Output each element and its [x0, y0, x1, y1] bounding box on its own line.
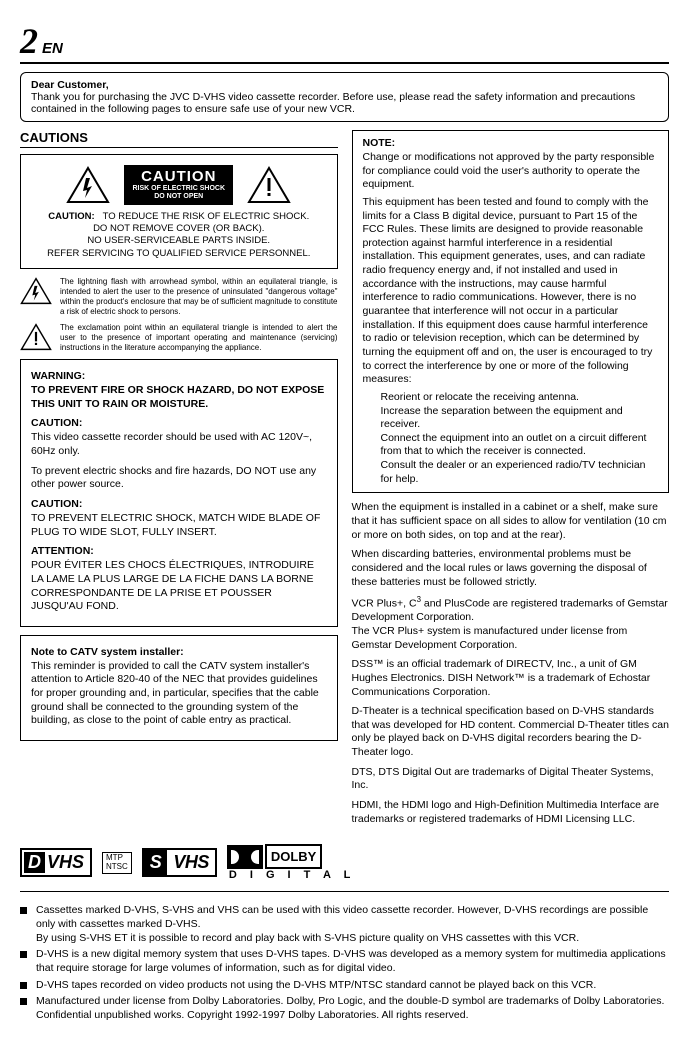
- note-p2: This equipment has been tested and found…: [363, 196, 659, 387]
- dear-body: Thank you for purchasing the JVC D-VHS v…: [31, 91, 635, 115]
- dolby-top: DOLBY: [227, 844, 356, 869]
- right-p4: DSS™ is an official trademark of DIRECTV…: [352, 658, 670, 699]
- catv-box: Note to CATV system installer: This remi…: [20, 635, 338, 741]
- left-column: CAUTIONS CAUTION RISK OF ELECTRIC SHOCK …: [20, 130, 338, 832]
- bullet-2: D-VHS is a new digital memory system tha…: [20, 948, 669, 975]
- caution-label: CAUTION:: [48, 211, 94, 222]
- note-box: NOTE: Change or modifications not approv…: [352, 130, 670, 493]
- warn-h2: CAUTION:: [31, 417, 327, 429]
- dvhs-d: D: [24, 852, 45, 873]
- bullet-4: Manufactured under license from Dolby La…: [20, 995, 669, 1022]
- bolt-text: The lightning flash with arrowhead symbo…: [60, 277, 338, 317]
- warn-h3: CAUTION:: [31, 498, 327, 510]
- note-m1: Reorient or relocate the receiving anten…: [381, 391, 659, 405]
- dear-title: Dear Customer,: [31, 79, 109, 91]
- svhs-s: S: [144, 850, 168, 875]
- right-p5: D-Theater is a technical specification b…: [352, 705, 670, 760]
- exclamation-triangle-icon: [20, 323, 52, 351]
- dolby-logo: DOLBY D I G I T A L: [227, 844, 356, 881]
- mtp-ntsc-logo: MTPNTSC: [102, 852, 132, 874]
- caution-l2: DO NOT REMOVE COVER (OR BACK).: [93, 223, 264, 234]
- right-p7: HDMI, the HDMI logo and High-Definition …: [352, 799, 670, 826]
- right-p2: When discarding batteries, environmental…: [352, 548, 670, 589]
- note-p1: Change or modifications not approved by …: [363, 151, 659, 192]
- double-d-icon: [227, 845, 263, 869]
- warn-p2a: This video cassette recorder should be u…: [31, 431, 327, 458]
- warn-p2b: To prevent electric shocks and fire haza…: [31, 465, 327, 492]
- caution-main-box: CAUTION RISK OF ELECTRIC SHOCK DO NOT OP…: [20, 154, 338, 269]
- dolby-digital-text: D I G I T A L: [229, 869, 356, 881]
- page-number: 2: [20, 20, 38, 62]
- bullet-1: Cassettes marked D-VHS, S-VHS and VHS ca…: [20, 904, 669, 945]
- note-h: NOTE:: [363, 137, 659, 149]
- cautions-heading: CAUTIONS: [20, 130, 338, 148]
- caution-l4: REFER SERVICING TO QUALIFIED SERVICE PER…: [47, 248, 310, 259]
- note-measures: Reorient or relocate the receiving anten…: [381, 391, 659, 486]
- warn-p4: POUR ÉVITER LES CHOCS ÉLECTRIQUES, INTRO…: [31, 559, 327, 614]
- warning-box: WARNING: TO PREVENT FIRE OR SHOCK HAZARD…: [20, 359, 338, 627]
- excl-text: The exclamation point within an equilate…: [60, 323, 338, 353]
- right-p1: When the equipment is installed in a cab…: [352, 501, 670, 542]
- catv-h: Note to CATV system installer:: [31, 646, 327, 658]
- svhs-vhs: VHS: [167, 850, 215, 875]
- warn-p3: TO PREVENT ELECTRIC SHOCK, MATCH WIDE BL…: [31, 512, 327, 539]
- dolby-word: DOLBY: [265, 844, 323, 869]
- caution-badge-row: CAUTION RISK OF ELECTRIC SHOCK DO NOT OP…: [31, 165, 327, 205]
- dvhs-logo: DVHS: [20, 848, 92, 877]
- bullet-3: D-VHS tapes recorded on video products n…: [20, 979, 669, 993]
- badge-big: CAUTION: [132, 168, 225, 185]
- caution-black-badge: CAUTION RISK OF ELECTRIC SHOCK DO NOT OP…: [124, 165, 233, 205]
- dvhs-vhs: VHS: [47, 852, 84, 873]
- two-column-layout: CAUTIONS CAUTION RISK OF ELECTRIC SHOCK …: [20, 130, 669, 832]
- right-p6: DTS, DTS Digital Out are trademarks of D…: [352, 766, 670, 793]
- warn-h4: ATTENTION:: [31, 545, 327, 557]
- lightning-triangle-icon: [20, 277, 52, 305]
- footer-bullets: Cassettes marked D-VHS, S-VHS and VHS ca…: [20, 904, 669, 1022]
- lightning-triangle-icon: [66, 166, 110, 204]
- note-m2: Increase the separation between the equi…: [381, 405, 659, 432]
- caution-l3: NO USER-SERVICEABLE PARTS INSIDE.: [87, 235, 270, 246]
- badge-l2: DO NOT OPEN: [132, 193, 225, 201]
- page-header: 2 EN: [20, 20, 669, 64]
- right-column: NOTE: Change or modifications not approv…: [352, 130, 670, 832]
- badge-l1: RISK OF ELECTRIC SHOCK: [132, 185, 225, 193]
- warn-p1: TO PREVENT FIRE OR SHOCK HAZARD, DO NOT …: [31, 384, 327, 411]
- warn-h1: WARNING:: [31, 370, 327, 382]
- caution-text-block: CAUTION: TO REDUCE THE RISK OF ELECTRIC …: [31, 211, 327, 260]
- svhs-logo: SVHS: [142, 848, 217, 877]
- excl-description: The exclamation point within an equilate…: [20, 323, 338, 353]
- note-m4: Consult the dealer or an experienced rad…: [381, 459, 659, 486]
- page-lang: EN: [42, 40, 63, 57]
- catv-p: This reminder is provided to call the CA…: [31, 660, 327, 728]
- note-m3: Connect the equipment into an outlet on …: [381, 432, 659, 459]
- dear-customer-box: Dear Customer, Thank you for purchasing …: [20, 72, 669, 122]
- caution-l1: TO REDUCE THE RISK OF ELECTRIC SHOCK.: [103, 211, 310, 222]
- logos-row: DVHS MTPNTSC SVHS DOLBY D I G I T A L: [20, 844, 669, 892]
- bolt-description: The lightning flash with arrowhead symbo…: [20, 277, 338, 317]
- exclamation-triangle-icon: [247, 166, 291, 204]
- right-p3: VCR Plus+, C3 and PlusCode are registere…: [352, 595, 670, 652]
